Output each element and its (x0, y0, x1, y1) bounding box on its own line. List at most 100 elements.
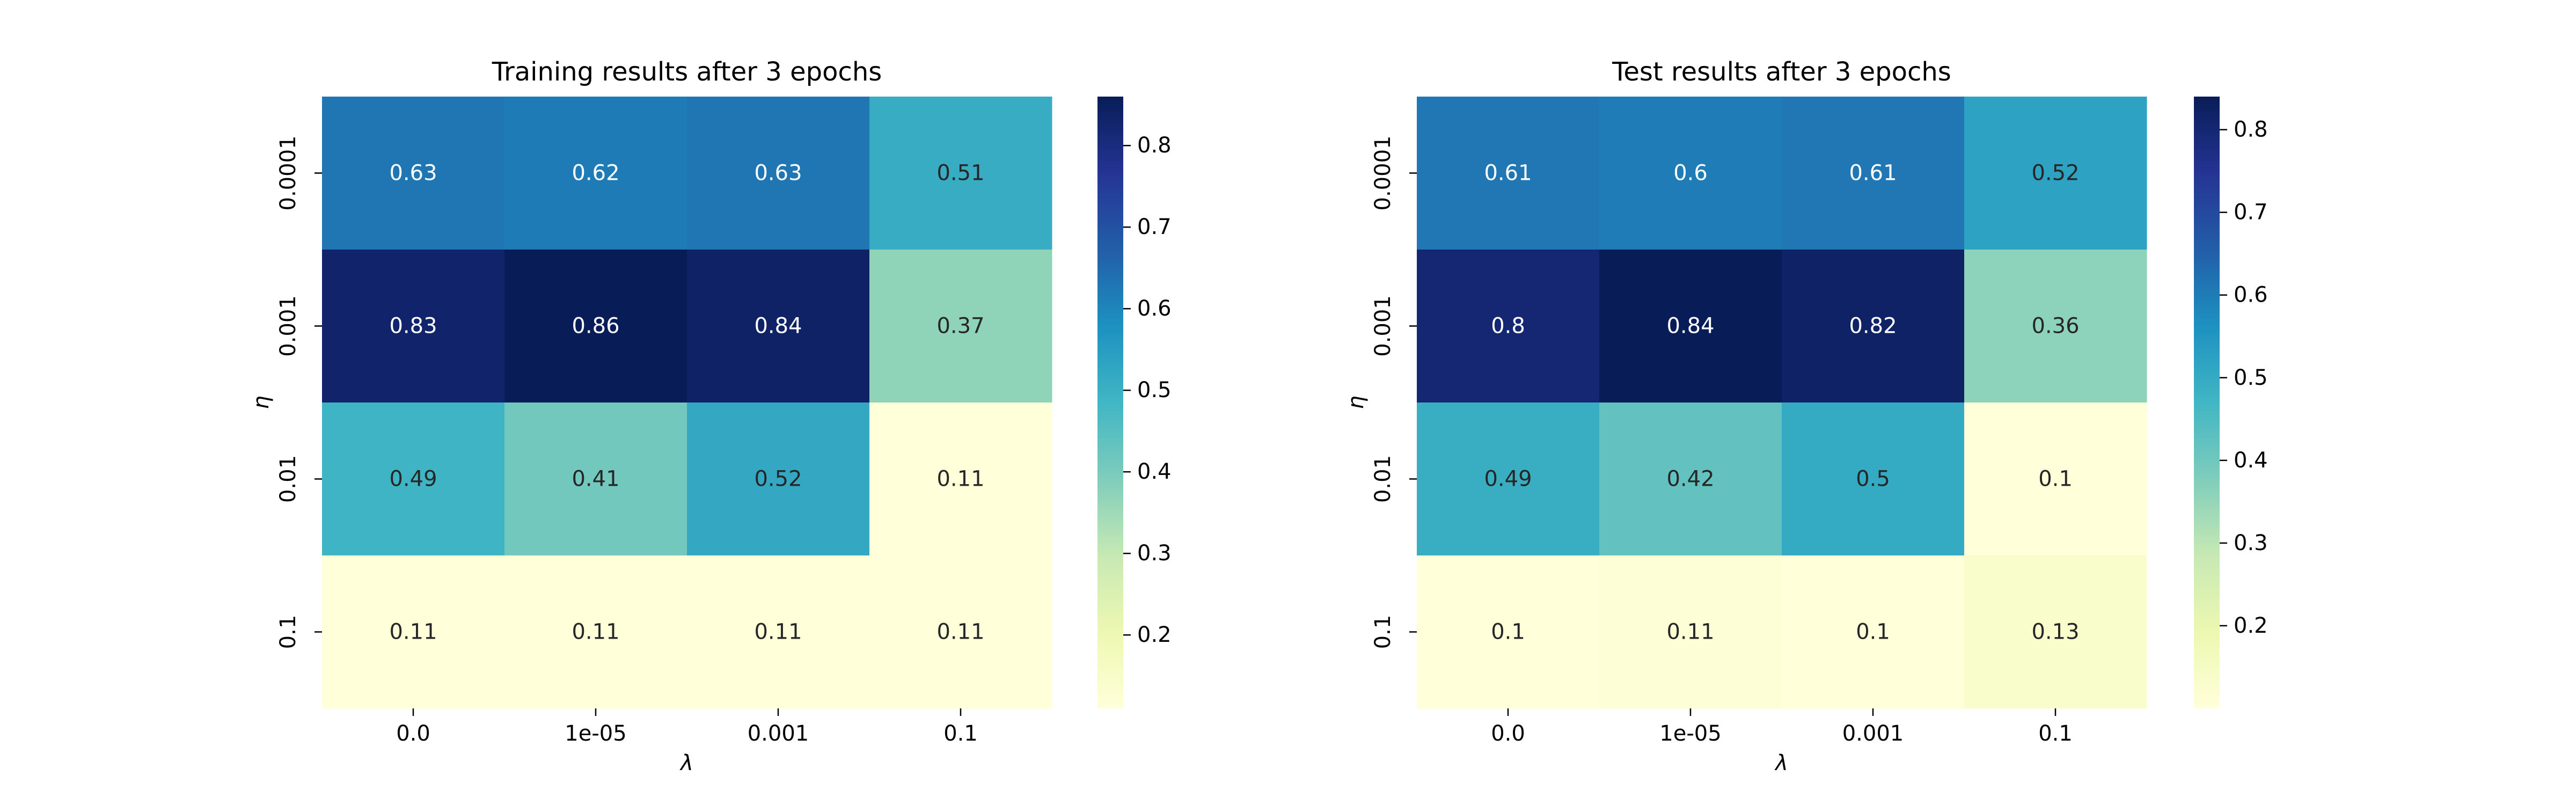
cell-value-label: 0.61 (1849, 161, 1897, 186)
cell-value-label: 0.11 (1666, 620, 1714, 645)
heatmap-cell (687, 250, 870, 403)
cell-value-label: 0.41 (572, 467, 619, 492)
cell-value-label: 0.86 (572, 314, 619, 339)
heatmap-cell-labels: 0.63 0.62 0.63 0.51 0.83 0.86 0.84 0.37 0.49 0.41… (389, 161, 984, 645)
cell-value-label: 0.1 (1491, 620, 1525, 645)
training-heatmap: Training results after 3 epochs 0.63 0.62… (249, 57, 1172, 775)
cell-value-label: 0.5 (1856, 467, 1890, 492)
heatmap-cell (322, 250, 505, 403)
heatmap-cell (687, 97, 870, 250)
cell-value-label: 0.36 (2031, 314, 2079, 339)
y-tick-label: 0.1 (1371, 615, 1395, 649)
x-tick-label: 0.1 (943, 721, 978, 746)
heatmap-cell (1599, 97, 1782, 250)
x-axis-label: λ (679, 751, 693, 775)
colorbar-tick-label: 0.7 (2234, 200, 2268, 225)
cell-value-label: 0.11 (754, 620, 802, 645)
heatmap-cell (1782, 97, 1965, 250)
colorbar-ticks: 0.2 0.3 0.4 0.5 0.6 0.7 0.8 (2220, 118, 2268, 638)
cell-value-label: 0.11 (572, 620, 619, 645)
heatmap-cell (1782, 402, 1965, 556)
y-tick-label: 0.001 (1371, 295, 1395, 357)
heatmap-cell (1599, 250, 1782, 403)
cell-value-label: 0.84 (1666, 314, 1714, 339)
heatmap-cell (1599, 555, 1782, 709)
cell-value-label: 0.11 (936, 467, 984, 492)
heatmap-cell (687, 402, 870, 556)
y-axis-ticks: 0.0001 0.001 0.01 0.1 (1371, 136, 1417, 649)
colorbar-tick-label: 0.6 (2234, 283, 2268, 308)
cell-value-label: 0.42 (1666, 467, 1714, 492)
y-tick-label: 0.1 (276, 615, 301, 649)
cell-value-label: 0.83 (389, 314, 437, 339)
cell-value-label: 0.11 (936, 620, 984, 645)
cell-value-label: 0.49 (389, 467, 437, 492)
cell-value-label: 0.63 (754, 161, 802, 186)
colorbar-ticks: 0.2 0.3 0.4 0.5 0.6 0.7 0.8 (1123, 133, 1172, 647)
x-tick-label: 0.001 (748, 721, 809, 746)
heatmap-cell (504, 250, 687, 403)
chart-title: Training results after 3 epochs (492, 57, 882, 87)
heatmap-cell (1417, 555, 1600, 709)
cell-value-label: 0.51 (936, 161, 984, 186)
colorbar-tick-label: 0.7 (1137, 215, 1172, 239)
y-tick-label: 0.001 (276, 295, 301, 357)
colorbar-gradient (1097, 97, 1123, 708)
colorbar-tick-label: 0.2 (1137, 623, 1172, 647)
cell-value-label: 0.82 (1849, 314, 1897, 339)
y-tick-label: 0.0001 (276, 136, 301, 211)
cell-value-label: 0.11 (389, 620, 437, 645)
x-tick-label: 0.001 (1842, 721, 1904, 746)
y-axis-label: η (1344, 396, 1368, 409)
x-tick-label: 1e-05 (565, 721, 626, 746)
heatmap-cell (687, 555, 870, 709)
heatmap-cell (504, 555, 687, 709)
colorbar-tick-label: 0.5 (2234, 365, 2268, 390)
heatmap-cell (869, 402, 1052, 556)
heatmap-cell (1782, 250, 1965, 403)
cell-value-label: 0.63 (389, 161, 437, 186)
y-tick-label: 0.01 (276, 455, 301, 503)
heatmap-cell (869, 555, 1052, 709)
cell-value-label: 0.8 (1491, 314, 1525, 339)
x-axis-label: λ (1774, 751, 1788, 775)
heatmap-cell (322, 555, 505, 709)
x-tick-label: 0.1 (2038, 721, 2073, 746)
colorbar-tick-label: 0.3 (1137, 541, 1172, 566)
heatmap-cell (1599, 402, 1782, 556)
colorbar: 0.2 0.3 0.4 0.5 0.6 0.7 0.8 (1097, 97, 1172, 708)
heatmap-cell (1417, 97, 1600, 250)
x-tick-label: 0.0 (1491, 721, 1525, 746)
cell-value-label: 0.62 (572, 161, 619, 186)
cell-value-label: 0.52 (754, 467, 802, 492)
heatmap-cells (1417, 97, 2147, 709)
colorbar: 0.2 0.3 0.4 0.5 0.6 0.7 0.8 (2194, 97, 2268, 708)
heatmap-cell (1964, 402, 2147, 556)
test-heatmap: Test results after 3 epochs 0.61 0.6 0.61 0… (1344, 57, 2268, 775)
colorbar-tick-label: 0.8 (1137, 133, 1172, 158)
heatmap-cell (1782, 555, 1965, 709)
colorbar-tick-label: 0.4 (1137, 459, 1172, 484)
heatmap-cell-labels: 0.61 0.6 0.61 0.52 0.8 0.84 0.82 0.36 0.49 0.42 0.… (1484, 161, 2079, 645)
colorbar-tick-label: 0.4 (2234, 448, 2268, 473)
y-axis-label: η (249, 396, 274, 409)
colorbar-gradient (2194, 97, 2220, 708)
x-axis-ticks: 0.0 1e-05 0.001 0.1 (1491, 708, 2073, 746)
heatmap-cell (869, 97, 1052, 250)
cell-value-label: 0.49 (1484, 467, 1532, 492)
cell-value-label: 0.1 (2038, 467, 2073, 492)
heatmap-cell (1964, 555, 2147, 709)
x-tick-label: 0.0 (396, 721, 430, 746)
heatmap-cell (1417, 402, 1600, 556)
y-axis-ticks: 0.0001 0.001 0.01 0.1 (276, 136, 322, 649)
heatmap-cell (322, 97, 505, 250)
heatmap-cell (1964, 97, 2147, 250)
cell-value-label: 0.52 (2031, 161, 2079, 186)
colorbar-tick-label: 0.5 (1137, 378, 1172, 402)
x-axis-ticks: 0.0 1e-05 0.001 0.1 (396, 708, 978, 746)
heatmap-cell (504, 402, 687, 556)
y-tick-label: 0.0001 (1371, 136, 1395, 211)
heatmap-cell (322, 402, 505, 556)
colorbar-tick-label: 0.8 (2234, 118, 2268, 142)
